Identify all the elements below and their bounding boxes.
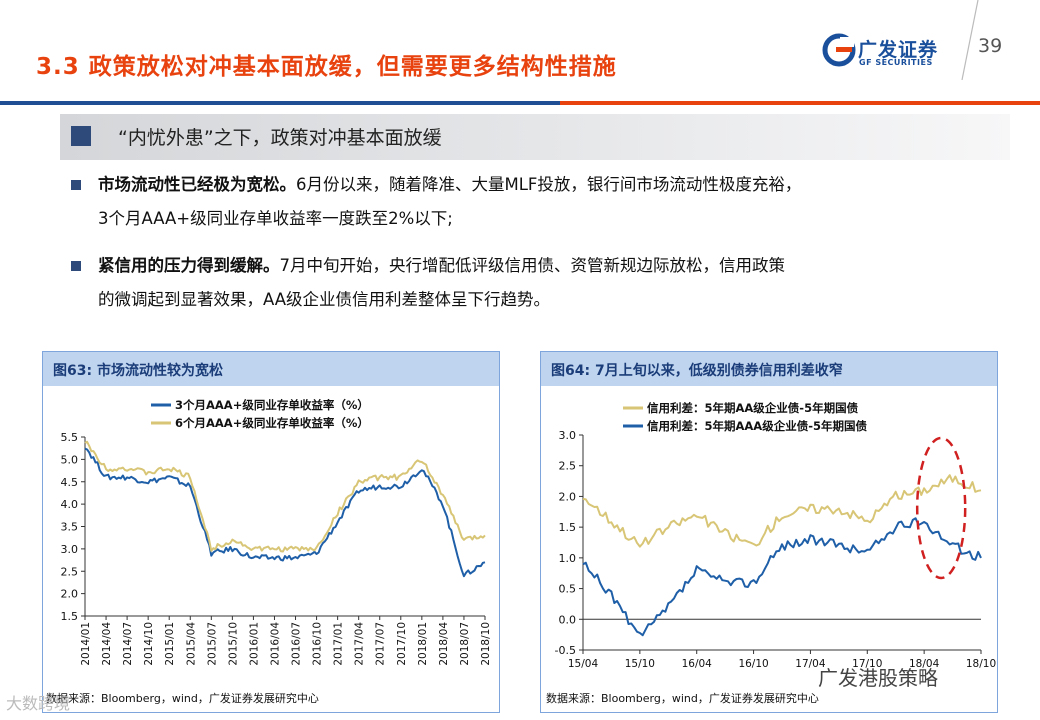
bullet-text-line2: 的微调起到显著效果，AA级企业债信用利差整体呈下行趋势。 [98,290,551,309]
square-bullet-icon [71,126,91,146]
y-tick-label: 5.5 [61,431,79,444]
slide-title: 3.3 政策放松对冲基本面放缓，但需要更多结构性措施 [36,54,617,80]
y-tick-label: 5.0 [61,453,79,466]
logo-english-name: GF SECURITIES [859,58,933,67]
x-tick-label: 2014/10 [143,622,155,666]
series-line [84,440,486,553]
y-tick-label: 4.0 [61,498,79,511]
x-tick-label: 18/04 [909,658,940,670]
logo-chinese-name: 广发证券 [858,39,939,61]
x-tick-label: 17/10 [852,658,882,670]
x-tick-label: 2016/01 [248,622,260,666]
y-tick-label: 2.5 [559,460,577,473]
watermark-right: 广发港股策略 [818,666,938,690]
watermark-left: 大数跨境 [6,694,71,713]
y-tick-label: 3.5 [61,521,79,534]
chart-63-source: 数据来源：Bloomberg，wind，广发证券发展研究中心 [46,692,319,705]
y-tick-label: 3.0 [61,543,79,556]
x-tick-label: 2017/01 [333,622,345,666]
x-tick-label: 16/10 [738,658,768,670]
chart-64-title: 图64: 7月上旬以来，低级别债券信用利差收窄 [551,363,843,379]
header-rule-red [560,101,1040,105]
header-divider-icon [961,0,979,80]
x-tick-label: 2015/10 [227,622,239,666]
x-tick-label: 15/10 [625,658,655,670]
subheading: “内忧外患”之下，政策对冲基本面放缓 [118,127,442,149]
x-tick-label: 2015/01 [164,622,176,666]
x-tick-label: 18/10 [966,658,996,670]
chart-63-plot: 5.5 5.0 4.5 4.0 3.5 3.0 2.5 2.0 1.5 3个月AAA+级同业存单收… [61,398,493,666]
bullet-bold-lead: 市场流动性已经极为宽松。 [98,175,296,194]
y-tick-label: 4.5 [61,476,79,489]
chart-64-header: 图64: 7月上旬以来，低级别债券信用利差收窄 [541,352,997,386]
x-tick-label: 2018/10 [480,622,492,666]
x-tick-label: 17/04 [795,658,826,670]
x-tick-label: 2017/04 [354,622,366,666]
x-tick-label: 2014/04 [101,622,113,666]
highlight-ellipse [915,436,967,580]
y-tick-label: 1.5 [61,610,79,623]
series-line [582,517,982,637]
x-tick-label: 2016/10 [312,622,324,666]
bullet-paragraph-2: 紧信用的压力得到缓解。7月中旬开始，央行增配低评级信用债、资管新规边际放松，信用… [71,249,786,317]
bullet-paragraph-1: 市场流动性已经极为宽松。6月份以来，随着降准、大量MLF投放，银行间市场流动性极… [71,168,802,236]
x-tick-label: 2016/04 [269,622,281,666]
chart-63-panel: 图63: 市场流动性较为宽松 5.5 5.0 4.5 4.0 3.5 3.0 2.5 2.0 1… [42,351,500,713]
chart-64-panel: 图64: 7月上旬以来，低级别债券信用利差收窄 3.0 2.5 2.0 1.5 1.0 0… [540,351,998,713]
chart-64-plot: 3.0 2.5 2.0 1.5 1.0 0.5 0.0 -0.5 信用利差：5年期AA级企业债-… [555,401,997,670]
company-logo: 广发证券 GF SECURITIES [822,33,972,71]
x-tick-label: 2015/04 [185,622,197,666]
x-tick-label: 2018/07 [459,622,471,666]
x-tick-label: 2017/10 [396,622,408,666]
x-tick-label: 2018/04 [438,622,450,666]
x-tick-label: 2014/01 [80,622,92,666]
gf-logo-icon [822,33,856,67]
bullet-text: 7月中旬开始，央行增配低评级信用债、资管新规边际放松，信用政策 [279,256,786,275]
y-tick-label: 2.0 [559,490,577,503]
x-tick-label: 2016/07 [291,622,303,666]
legend-label: 3个月AAA+级同业存单收益率（%） [175,398,369,412]
y-tick-label: -0.5 [555,644,576,657]
x-tick-label: 2014/07 [122,622,134,666]
x-tick-label: 16/04 [682,658,713,670]
y-tick-label: 3.0 [559,429,577,442]
y-tick-label: 1.0 [559,552,577,565]
subheading-band [60,114,1010,160]
bullet-text: 6月份以来，随着降准、大量MLF投放，银行间市场流动性极度充裕， [296,175,802,194]
series-line [582,474,982,548]
y-tick-label: 0.5 [559,583,577,596]
series-line [84,447,486,578]
x-tick-label: 2017/07 [375,622,387,666]
header-rule-blue [0,101,1040,105]
page-number: 39 [978,35,1003,57]
legend-label: 信用利差：5年期AAA级企业债-5年期国债 [647,419,867,433]
legend-label: 6个月AAA+级同业存单收益率（%） [175,416,369,430]
legend-label: 信用利差：5年期AA级企业债-5年期国债 [647,401,859,415]
y-tick-label: 0.0 [559,613,577,626]
chart-64-source: 数据来源：Bloomberg，wind，广发证券发展研究中心 [546,692,819,705]
x-tick-label: 2018/01 [417,622,429,666]
y-tick-label: 2.5 [61,565,79,578]
square-bullet-icon [71,261,81,271]
square-bullet-icon [71,180,81,190]
bullet-text-line2: 3个月AAA+级同业存单收益率一度跌至2%以下; [98,209,453,228]
y-tick-label: 1.5 [559,521,577,534]
chart-63-title: 图63: 市场流动性较为宽松 [53,363,223,379]
x-tick-label: 15/04 [568,658,599,670]
x-tick-label: 2015/07 [206,622,218,666]
y-tick-label: 2.0 [61,588,79,601]
chart-63-header: 图63: 市场流动性较为宽松 [43,352,499,386]
bullet-bold-lead: 紧信用的压力得到缓解。 [98,256,280,275]
